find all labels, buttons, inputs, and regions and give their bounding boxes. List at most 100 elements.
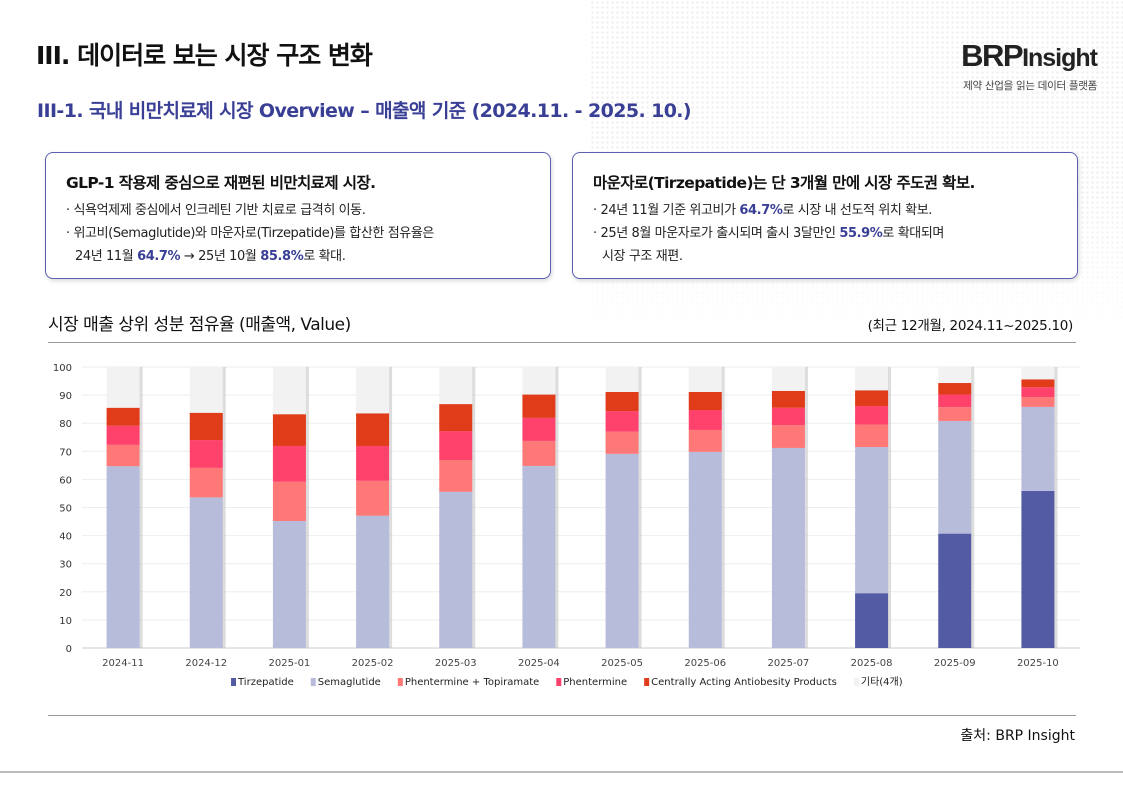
bar-segment-phentermine-topiramate bbox=[688, 429, 722, 452]
bar-segment-semaglutide bbox=[356, 515, 390, 648]
bar-segment--4- bbox=[356, 367, 390, 414]
legend-swatch bbox=[397, 678, 403, 686]
bar-segment-semaglutide bbox=[771, 447, 805, 648]
y-tick-label: 20 bbox=[59, 588, 72, 599]
legend-label: Tirzepatide bbox=[237, 677, 294, 688]
insight-card-tirzepatide: 마운자로(Tirzepatide)는 단 3개월 만에 시장 주도권 확보. ·… bbox=[572, 152, 1078, 279]
bar-segment-phentermine bbox=[688, 409, 722, 430]
y-tick-label: 60 bbox=[59, 475, 72, 486]
card-line: · 25년 8월 마운자로가 출시되며 출시 3달만인 55.9%로 확대되며 bbox=[593, 222, 1057, 245]
bar-segment-phentermine-topiramate bbox=[771, 425, 805, 448]
card-line: · 위고비(Semaglutide)와 마운자로(Tirzepatide)를 합… bbox=[66, 226, 434, 241]
bar-segment-phentermine bbox=[771, 407, 805, 426]
y-tick-label: 50 bbox=[59, 504, 72, 515]
bar-segment-centrally-acting-antiobesity-products bbox=[1021, 379, 1055, 388]
x-tick-label: 2025-02 bbox=[352, 658, 394, 669]
bar-segment-phentermine-topiramate bbox=[356, 480, 390, 516]
bar-segment-semaglutide bbox=[1021, 406, 1055, 491]
x-tick-label: 2025-01 bbox=[269, 658, 311, 669]
legend-label: Semaglutide bbox=[318, 677, 381, 688]
highlight-value: 64.7% bbox=[739, 203, 783, 218]
bar-segment-phentermine bbox=[855, 406, 889, 425]
legend-swatch bbox=[853, 678, 859, 686]
bar-segment-phentermine-topiramate bbox=[189, 467, 223, 498]
bar-segment--4- bbox=[1021, 367, 1055, 380]
bar-segment-semaglutide bbox=[106, 466, 140, 648]
y-tick-label: 100 bbox=[53, 363, 72, 374]
card-heading: 마운자로(Tirzepatide)는 단 3개월 만에 시장 주도권 확보. bbox=[593, 174, 975, 192]
bar-segment-semaglutide bbox=[439, 491, 473, 648]
highlight-value: 55.9% bbox=[839, 226, 883, 241]
section-subtitle: III-1. 국내 비만치료제 시장 Overview – 매출액 기준 (20… bbox=[37, 100, 692, 122]
footer-divider bbox=[0, 771, 1123, 773]
logo-tagline: 제약 산업을 읽는 데이터 플랫폼 bbox=[963, 80, 1097, 92]
bar-segment--4- bbox=[439, 367, 473, 405]
y-tick-label: 0 bbox=[66, 644, 72, 655]
bar-segment-centrally-acting-antiobesity-products bbox=[938, 383, 972, 395]
card-line: 24년 11월 64.7% → 25년 10월 85.8%로 확대. bbox=[66, 245, 530, 268]
bar-segment-phentermine bbox=[106, 425, 140, 445]
bar-segment-semaglutide bbox=[855, 447, 889, 594]
y-tick-label: 90 bbox=[59, 391, 72, 402]
text: 로 시장 내 선도적 위치 확보. bbox=[782, 203, 933, 218]
x-tick-label: 2025-08 bbox=[851, 658, 893, 669]
bar-segment-centrally-acting-antiobesity-products bbox=[189, 412, 223, 441]
bar-segment-phentermine-topiramate bbox=[855, 424, 889, 448]
bar-segment-tirzepatide bbox=[938, 533, 972, 648]
legend-swatch bbox=[644, 678, 650, 686]
card-heading: GLP-1 작용제 중심으로 재편된 비만치료제 시장. bbox=[66, 174, 376, 192]
bar-segment-centrally-acting-antiobesity-products bbox=[106, 407, 140, 426]
bar-segment-phentermine bbox=[605, 411, 639, 432]
bar-segment-phentermine bbox=[189, 440, 223, 468]
bar-segment--4- bbox=[189, 367, 223, 413]
bar-segment-semaglutide bbox=[272, 520, 306, 648]
bar-segment-centrally-acting-antiobesity-products bbox=[356, 413, 390, 446]
bar-segment-centrally-acting-antiobesity-products bbox=[688, 392, 722, 410]
x-tick-label: 2025-06 bbox=[684, 658, 726, 669]
text: · 24년 11월 기준 위고비가 bbox=[593, 203, 740, 218]
bar-segment-phentermine-topiramate bbox=[106, 444, 140, 467]
highlight-value: 85.8% bbox=[260, 249, 304, 264]
stacked-bar-chart: 0 10 20 30 40 50 60 70 80 90 100 2024-11 2024-12 2025… bbox=[53, 363, 1080, 688]
x-tick-label: 2024-12 bbox=[185, 658, 227, 669]
bar-segment-phentermine-topiramate bbox=[1021, 397, 1055, 407]
legend-label: 기타(4개) bbox=[861, 676, 903, 688]
bar-segment-phentermine-topiramate bbox=[522, 440, 556, 466]
y-tick-label: 10 bbox=[59, 616, 72, 627]
card-line: · 24년 11월 기준 위고비가 64.7%로 시장 내 선도적 위치 확보. bbox=[593, 199, 1057, 222]
bar-segment-phentermine bbox=[439, 431, 473, 461]
legend-swatch bbox=[231, 678, 236, 686]
divider bbox=[48, 715, 1076, 716]
x-tick-label: 2025-10 bbox=[1017, 658, 1059, 669]
brp-insight-logo: BRPInsight 제약 산업을 읽는 데이터 플랫폼 bbox=[961, 40, 1098, 93]
bar-segment-phentermine bbox=[1021, 387, 1055, 398]
bar-segment--4- bbox=[855, 367, 889, 391]
divider bbox=[48, 342, 1076, 343]
x-tick-label: 2024-11 bbox=[102, 658, 144, 669]
y-tick-label: 30 bbox=[59, 560, 72, 571]
bar-segment-semaglutide bbox=[605, 453, 639, 648]
page-title: III. 데이터로 보는 시장 구조 변화 bbox=[36, 41, 373, 70]
x-tick-label: 2025-04 bbox=[518, 658, 560, 669]
legend-label: Phentermine + Topiramate bbox=[405, 677, 539, 688]
y-tick-label: 80 bbox=[59, 419, 72, 430]
bar-segment--4- bbox=[938, 367, 972, 384]
x-tick-label: 2025-03 bbox=[435, 658, 477, 669]
legend-label: Centrally Acting Antiobesity Products bbox=[651, 677, 837, 688]
bar-segment--4- bbox=[771, 367, 805, 391]
text: · 25년 8월 마운자로가 출시되며 출시 3달만인 bbox=[593, 226, 840, 241]
bar-segment-semaglutide bbox=[522, 465, 556, 648]
text: 로 확대되며 bbox=[882, 226, 944, 241]
bar-segment-phentermine-topiramate bbox=[938, 407, 972, 421]
chart-title: 시장 매출 상위 성분 점유율 (매출액, Value) bbox=[48, 315, 351, 335]
bar-segment-semaglutide bbox=[938, 420, 972, 534]
bar-segment-centrally-acting-antiobesity-products bbox=[272, 414, 306, 446]
bar-segment-phentermine bbox=[356, 445, 390, 481]
card-line: · 식욕억제제 중심에서 인크레틴 기반 치료로 급격히 이동. bbox=[66, 203, 366, 218]
bar-segment-semaglutide bbox=[688, 451, 722, 648]
x-tick-label: 2025-05 bbox=[601, 658, 643, 669]
bar-segment--4- bbox=[605, 367, 639, 393]
bar-segment-semaglutide bbox=[189, 497, 223, 648]
legend-label: Phentermine bbox=[563, 677, 627, 688]
x-tick-label: 2025-09 bbox=[934, 658, 976, 669]
